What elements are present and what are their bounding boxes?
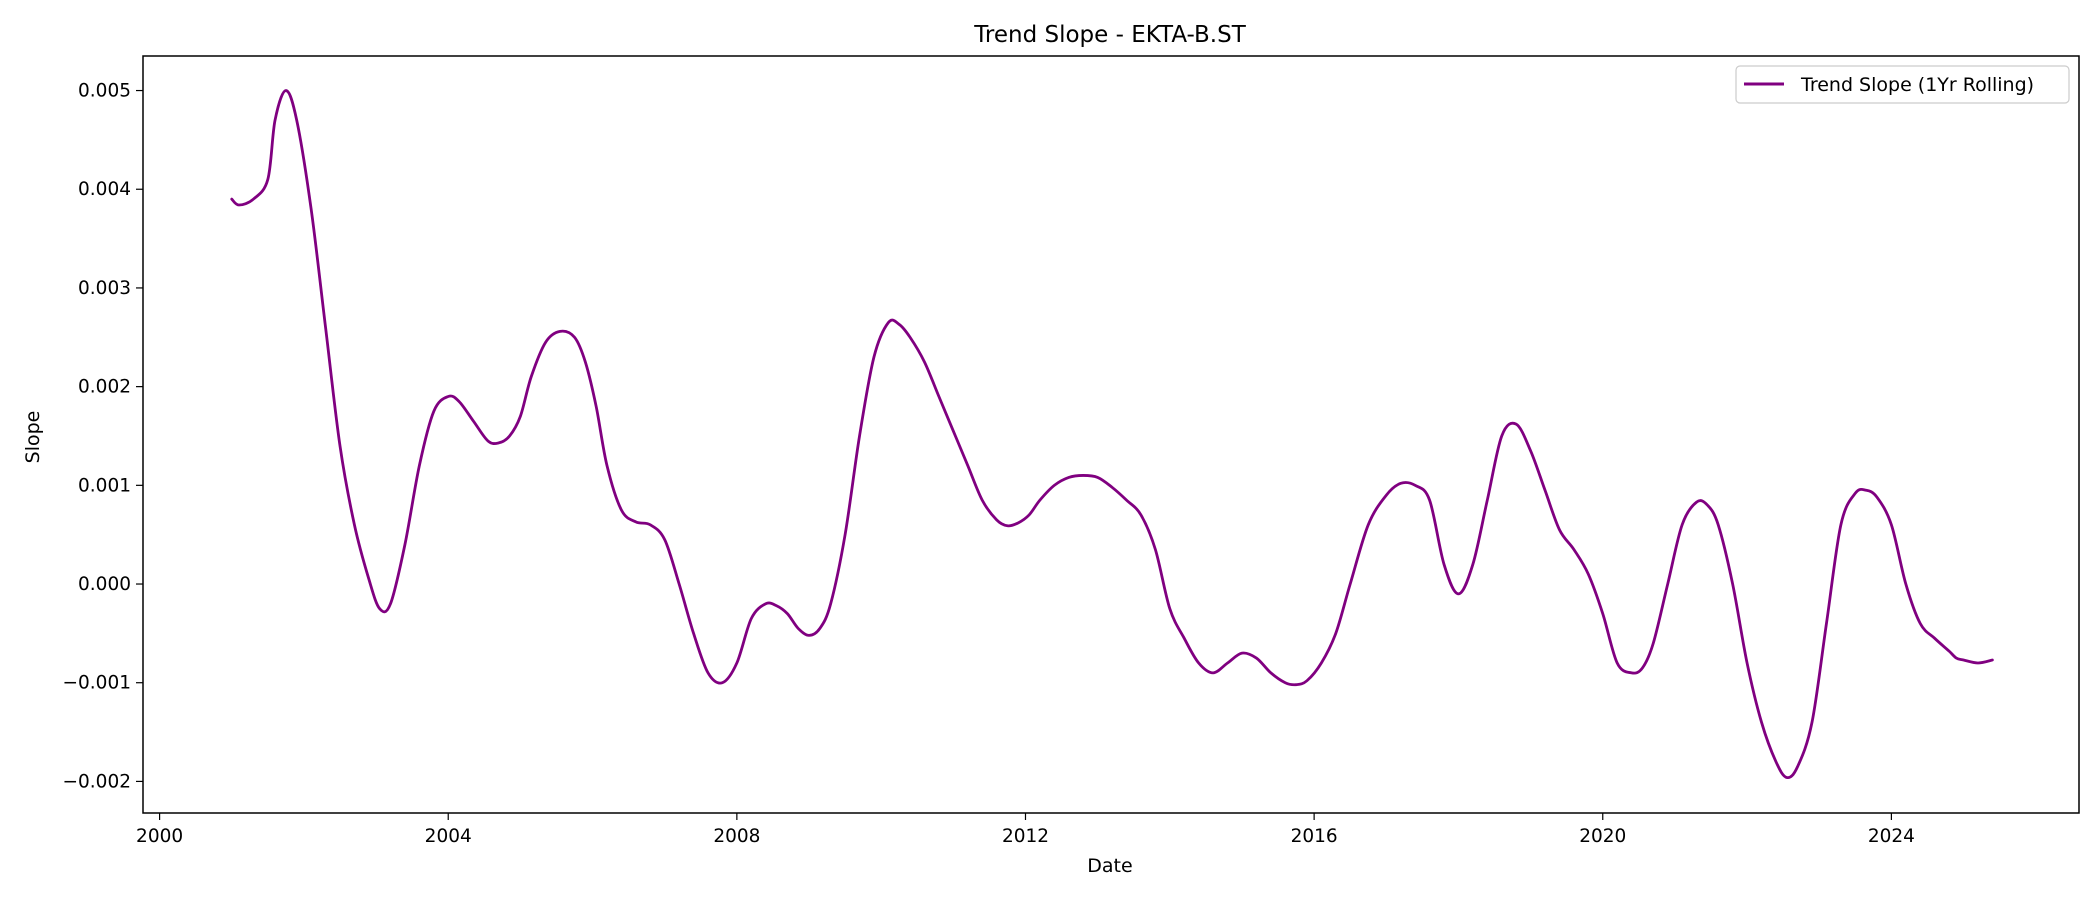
y-axis-ticks: −0.002 −0.001 0.000 0.001 0.002 0.003 0.004 0.0… (63, 81, 143, 792)
legend: Trend Slope (1Yr Rolling) (1735, 65, 2070, 104)
x-tick-label: 2004 (425, 826, 472, 847)
y-tick-label: 0.000 (78, 574, 131, 595)
x-tick-label: 2016 (1291, 826, 1338, 847)
y-tick-label: 0.004 (78, 179, 131, 200)
x-tick-label: 2008 (713, 826, 760, 847)
y-axis-title: Slope (22, 411, 44, 464)
y-tick-label: 0.005 (78, 81, 131, 102)
legend-box (1735, 65, 2070, 104)
plot-area-frame (142, 55, 2080, 814)
series-layer (230, 89, 1994, 780)
x-axis-ticks: 2000 2004 2008 2012 2016 2020 2024 (136, 813, 1915, 847)
x-tick-label: 2012 (1002, 826, 1049, 847)
y-tick-label: 0.002 (78, 377, 131, 398)
x-tick-label: 2020 (1579, 826, 1626, 847)
y-tick-label: 0.003 (78, 278, 131, 299)
y-tick-label: −0.001 (63, 673, 131, 694)
legend-label: Trend Slope (1Yr Rolling) (1800, 74, 2034, 96)
x-tick-label: 2000 (136, 826, 183, 847)
x-tick-label: 2024 (1868, 826, 1915, 847)
y-tick-label: 0.001 (78, 475, 131, 496)
chart-title: Trend Slope - EKTA-B.ST (973, 22, 1246, 48)
x-axis-title: Date (1087, 855, 1132, 877)
series-line-trend-slope (230, 89, 1994, 780)
y-tick-label: −0.002 (63, 771, 131, 792)
